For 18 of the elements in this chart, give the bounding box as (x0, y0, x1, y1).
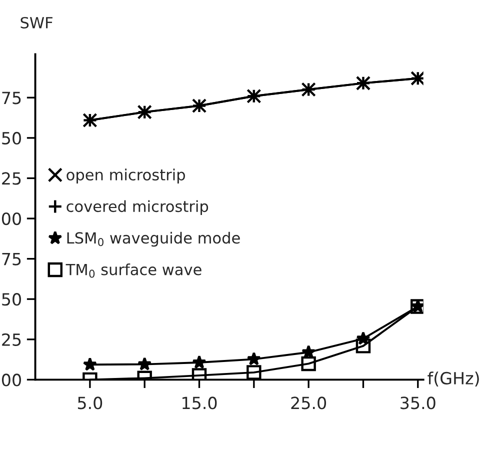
x-tick-label: 35.0 (400, 396, 436, 410)
x-tick-label: 25.0 (291, 396, 326, 410)
legend-label: TM$_{0}$ surface wave (66, 263, 202, 278)
text: 50 (2, 293, 21, 306)
text: 50 (2, 132, 21, 144)
legend-label: covered microstrip (66, 200, 208, 216)
x-axis-title: f(GHz) (428, 372, 479, 386)
x-tick-label: 5.0 (78, 396, 102, 410)
text: 25 (2, 172, 21, 185)
legend-label: open microstrip (66, 168, 185, 184)
text: 00 (2, 212, 21, 226)
legend-label: LSM$_{0}$ waveguide mode (67, 232, 240, 247)
text: 75 (2, 92, 21, 104)
text: 75 (2, 252, 21, 266)
x-tick-label: 15.0 (182, 396, 217, 410)
text: 25 (2, 333, 21, 346)
text: 00 (2, 374, 21, 386)
y-axis-title: SWF (20, 16, 52, 28)
